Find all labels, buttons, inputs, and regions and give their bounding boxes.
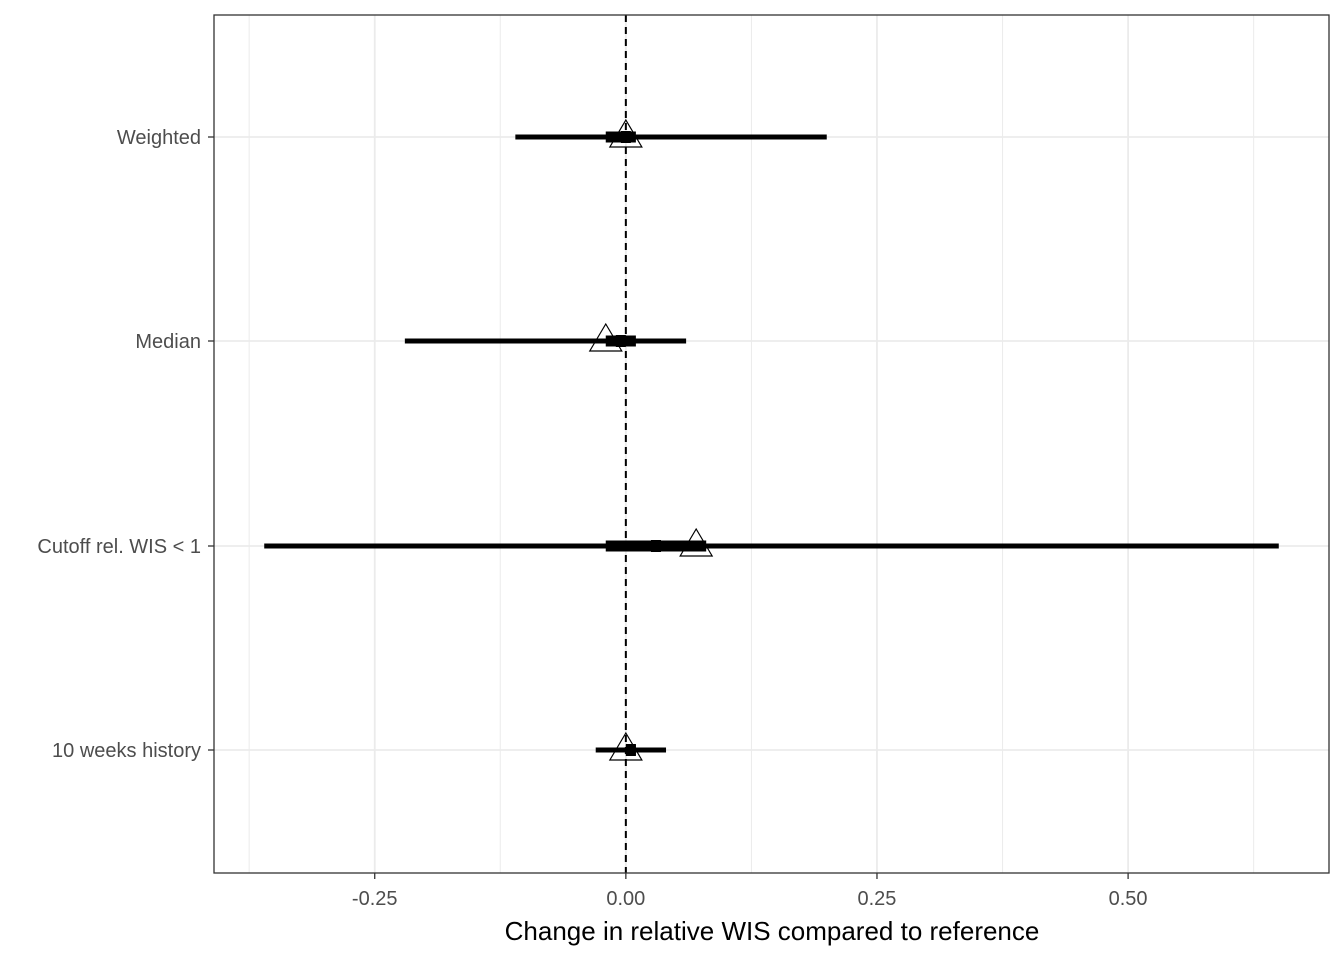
panel-border <box>213 14 1330 874</box>
estimate-row <box>264 527 1279 557</box>
estimate-rows <box>264 118 1279 761</box>
x-tick-label: -0.25 <box>352 888 398 910</box>
median-point <box>650 540 661 552</box>
x-tick-label: 0.25 <box>858 888 897 910</box>
x-tick-label: 0.50 <box>1109 888 1148 910</box>
y-tick-label: Cutoff rel. WIS < 1 <box>37 536 201 558</box>
median-point <box>620 131 631 143</box>
mean-triangle-marker <box>679 527 714 557</box>
panel-background <box>214 15 1329 873</box>
x-tick-label: 0.00 <box>606 888 645 910</box>
y-axis: Weighted Median Cutoff rel. WIS < 1 10 week… <box>37 127 214 762</box>
median-point <box>625 744 636 756</box>
mean-triangle-marker <box>588 322 623 352</box>
mean-triangle-marker <box>608 731 643 761</box>
y-tick-label: Weighted <box>117 127 201 149</box>
mean-triangle-marker <box>608 118 643 148</box>
x-axis-title: Change in relative WIS compared to refer… <box>505 916 1040 946</box>
y-tick-label: 10 weeks history <box>52 740 201 762</box>
estimate-row <box>404 322 687 352</box>
y-tick-label: Median <box>135 331 201 353</box>
estimate-row <box>515 118 827 148</box>
median-point <box>615 335 626 347</box>
minor-gridlines <box>248 15 1255 873</box>
x-axis: -0.25 0.00 0.25 0.50 <box>352 873 1148 910</box>
estimate-row <box>595 731 667 761</box>
